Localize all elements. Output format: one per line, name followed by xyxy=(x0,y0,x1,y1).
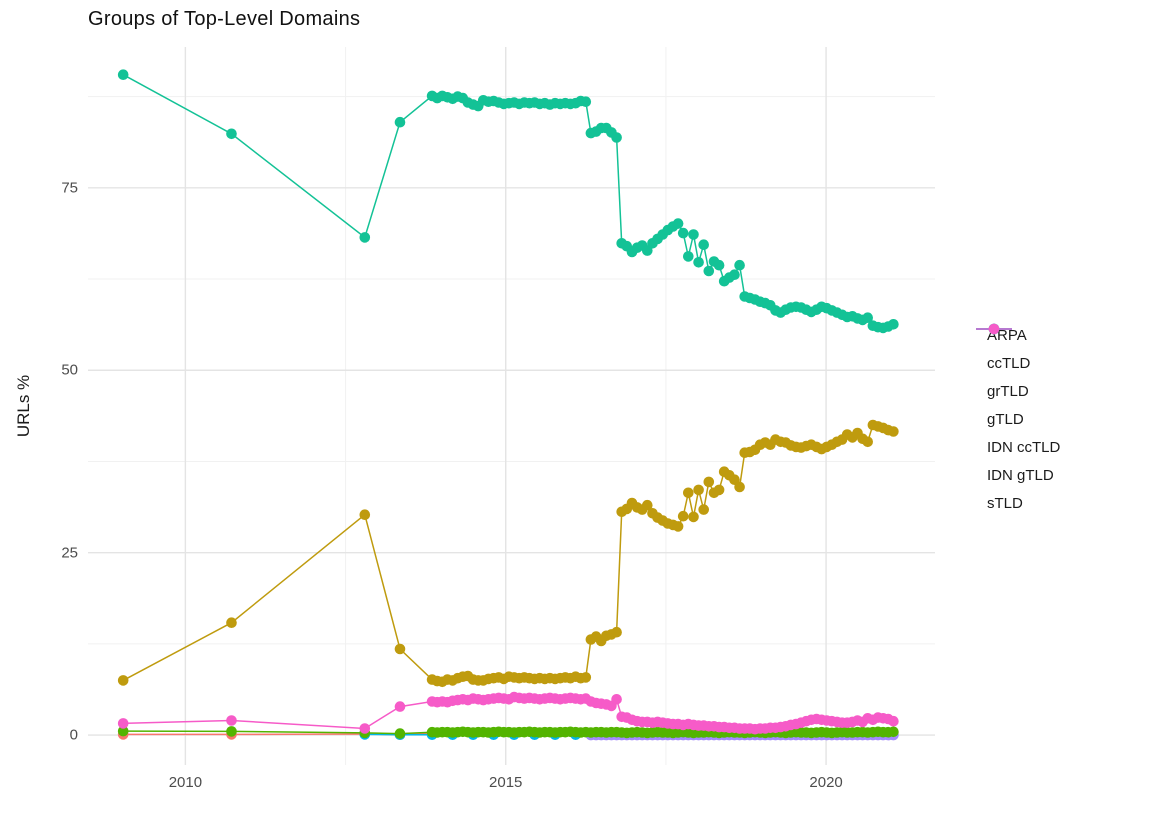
data-point xyxy=(672,218,684,229)
data-point xyxy=(580,96,592,107)
y-axis-title: URLs % xyxy=(14,374,33,438)
x-tick-label: 2015 xyxy=(489,774,523,791)
legend-item-idn-cctld: IDN ccTLD xyxy=(975,323,1061,461)
data-point xyxy=(226,715,237,726)
data-point xyxy=(713,484,725,496)
data-point xyxy=(677,510,689,522)
data-point xyxy=(888,715,899,727)
legend-item-label: IDN gTLD xyxy=(987,466,1054,484)
data-point xyxy=(713,259,725,271)
legend-item-idn-gtld: IDN gTLD xyxy=(975,323,1060,489)
data-point xyxy=(734,481,745,493)
legend-item-label: IDN ccTLD xyxy=(987,438,1061,456)
data-point xyxy=(226,128,237,140)
data-point xyxy=(888,319,899,330)
data-point xyxy=(611,694,622,705)
data-point xyxy=(117,718,129,729)
legend-item-label: grTLD xyxy=(987,382,1029,400)
data-point xyxy=(688,511,699,523)
data-point xyxy=(862,312,873,324)
y-tick-label: 0 xyxy=(69,726,78,744)
series-line-gtld xyxy=(122,74,894,329)
data-point xyxy=(683,487,694,499)
series-points-cctld xyxy=(117,419,899,688)
data-point xyxy=(703,476,715,488)
data-point xyxy=(888,726,899,738)
legend-item-gtld: gTLD xyxy=(975,323,1060,433)
data-point xyxy=(359,232,371,243)
data-point xyxy=(117,675,129,686)
data-point xyxy=(611,132,622,143)
legend-key-icon xyxy=(976,323,1012,335)
data-point xyxy=(226,617,237,628)
legend-item-grtld: grTLD xyxy=(975,323,1060,405)
data-point xyxy=(580,672,592,683)
data-point xyxy=(359,723,371,734)
data-point xyxy=(703,265,715,277)
data-point xyxy=(642,245,653,256)
series-line-cctld xyxy=(122,424,894,683)
data-point xyxy=(226,726,237,737)
data-point xyxy=(693,257,704,268)
data-point xyxy=(688,229,699,240)
data-point xyxy=(677,227,689,239)
series-points-stld xyxy=(117,691,899,735)
data-point xyxy=(698,504,709,515)
data-point xyxy=(394,728,406,739)
data-point xyxy=(117,725,129,737)
y-tick-label: 50 xyxy=(61,361,78,379)
data-point xyxy=(359,509,371,520)
legend-item-label: ccTLD xyxy=(987,354,1031,372)
data-point xyxy=(672,521,684,532)
data-point xyxy=(683,251,694,262)
x-tick-label: 2020 xyxy=(809,774,843,791)
data-point xyxy=(117,69,129,80)
x-tick-label: 2010 xyxy=(168,774,203,791)
chart-title: Groups of Top-Level Domains xyxy=(88,8,361,30)
data-point xyxy=(698,239,709,250)
data-point xyxy=(734,259,745,271)
data-point xyxy=(862,436,873,448)
data-point xyxy=(642,499,653,511)
data-point xyxy=(693,484,704,496)
legend-item-label: gTLD xyxy=(987,410,1024,428)
data-point xyxy=(394,116,406,128)
legend-item-stld: sTLD xyxy=(975,323,1060,517)
legend: ARPA ccTLD grTLD gTLD IDN ccTLD IDN gTLD sTLD xyxy=(975,321,1060,517)
data-point xyxy=(394,643,406,655)
data-point xyxy=(729,269,740,281)
y-tick-label: 25 xyxy=(61,544,78,562)
series-points-gtld xyxy=(117,69,899,334)
y-tick-label: 75 xyxy=(61,179,78,197)
data-point xyxy=(888,426,899,437)
legend-item-cctld: ccTLD xyxy=(975,323,1060,377)
data-point xyxy=(394,701,406,712)
legend-item-label: sTLD xyxy=(987,494,1023,512)
data-point xyxy=(611,626,622,638)
